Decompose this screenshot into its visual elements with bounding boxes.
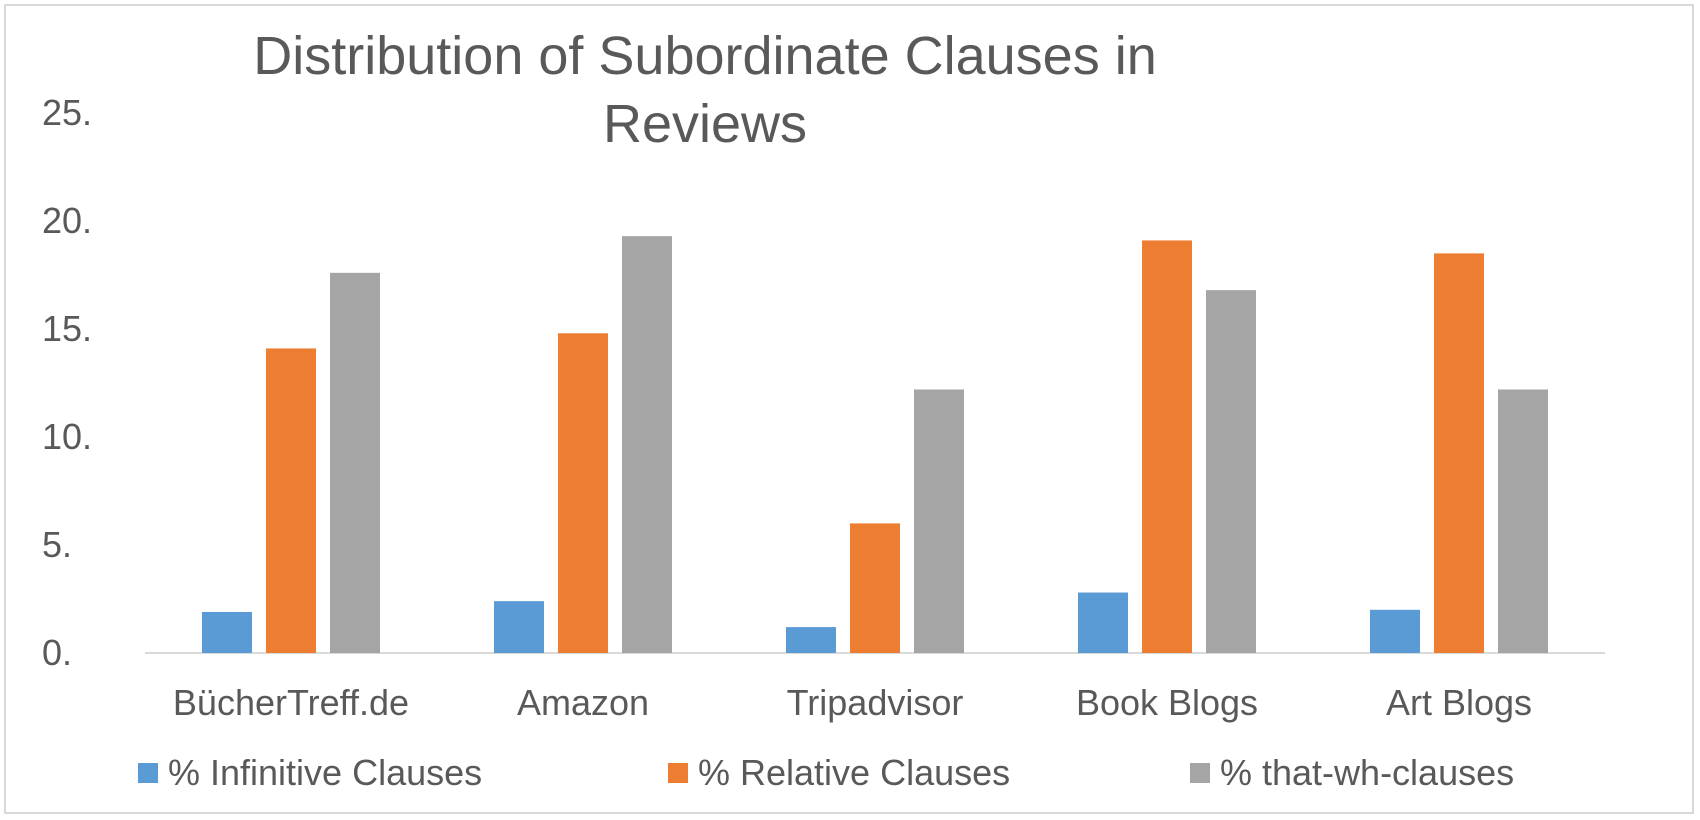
legend-item: % Infinitive Clauses: [138, 752, 482, 794]
y-tick-label: 25.: [42, 92, 92, 133]
y-tick-label: 15.: [42, 308, 92, 349]
legend-label: % Infinitive Clauses: [168, 752, 483, 793]
chart-title: Distribution of Subordinate Clauses in R…: [253, 26, 1157, 154]
legend-swatch: [1190, 763, 1210, 783]
legend-swatch: [668, 763, 688, 783]
bar-relative-0: [266, 348, 316, 653]
bar-infinitive-3: [1078, 592, 1128, 653]
bar-that-wh-1: [622, 236, 672, 653]
bar-chart: 0. 5. 10. 15. 20. 25. BücherTreff.de Amazon Tri…: [42, 92, 1605, 723]
bar-that-wh-0: [330, 272, 380, 653]
bar-relative-3: [1142, 240, 1192, 653]
x-category-label: Tripadvisor: [787, 682, 964, 723]
legend: % Infinitive Clauses % Relative Clauses % …: [0, 752, 1700, 802]
bar-infinitive-4: [1370, 609, 1420, 653]
legend-label: % Relative Clauses: [698, 752, 1011, 793]
bars: [202, 236, 1548, 653]
bar-infinitive-0: [202, 611, 252, 653]
x-category-label: Art Blogs: [1386, 682, 1532, 723]
bar-relative-2: [850, 523, 900, 653]
legend-label: % that-wh-clauses: [1220, 752, 1515, 793]
x-category-label: BücherTreff.de: [173, 682, 409, 723]
x-category-label: Book Blogs: [1076, 682, 1258, 723]
bar-infinitive-2: [786, 627, 836, 653]
legend-item: % Relative Clauses: [668, 752, 1010, 794]
bar-infinitive-1: [494, 601, 544, 653]
bar-that-wh-4: [1498, 389, 1548, 653]
bar-that-wh-2: [914, 389, 964, 653]
legend-swatch: [138, 763, 158, 783]
legend-item: % that-wh-clauses: [1190, 752, 1514, 794]
x-axis-categories: BücherTreff.de Amazon Tripadvisor Book Blog…: [173, 682, 1532, 723]
bar-relative-4: [1434, 253, 1484, 653]
y-tick-label: 20.: [42, 200, 92, 241]
x-category-label: Amazon: [517, 682, 649, 723]
bar-relative-1: [558, 333, 608, 653]
y-tick-label: 0.: [42, 632, 72, 673]
y-tick-label: 5.: [42, 524, 72, 565]
y-axis-ticks: 0. 5. 10. 15. 20. 25.: [42, 92, 92, 673]
bar-that-wh-3: [1206, 290, 1256, 653]
y-tick-label: 10.: [42, 416, 92, 457]
